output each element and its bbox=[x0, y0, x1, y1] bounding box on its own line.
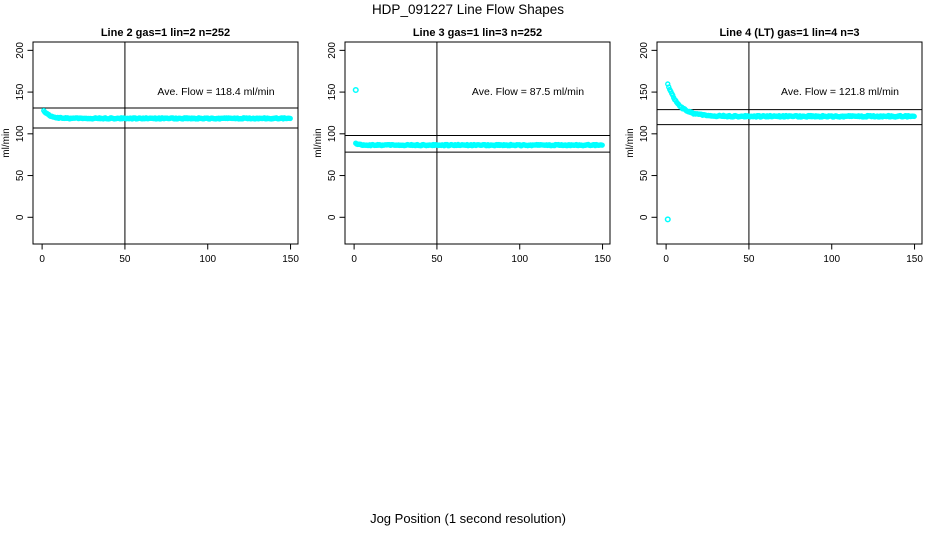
x-tick-label: 50 bbox=[119, 254, 131, 265]
y-axis-title: ml/min bbox=[625, 128, 636, 157]
x-tick-label: 0 bbox=[351, 254, 357, 265]
y-tick-label: 50 bbox=[639, 170, 650, 182]
panel-title-line4: Line 4 (LT) gas=1 lin=4 n=3 bbox=[719, 27, 859, 39]
x-tick-label: 150 bbox=[282, 254, 299, 265]
y-tick-label: 100 bbox=[639, 125, 650, 142]
y-tick-label: 150 bbox=[639, 83, 650, 100]
y-axis-title: ml/min bbox=[313, 128, 324, 157]
y-tick-label: 100 bbox=[15, 125, 26, 142]
y-tick-label: 200 bbox=[327, 42, 338, 59]
ave-flow-annotation-line3: Ave. Flow = 87.5 ml/min bbox=[472, 86, 584, 98]
y-tick-label: 200 bbox=[15, 42, 26, 59]
x-tick-label: 100 bbox=[199, 254, 216, 265]
x-tick-label: 150 bbox=[594, 254, 611, 265]
x-tick-label: 100 bbox=[511, 254, 528, 265]
y-tick-label: 150 bbox=[327, 83, 338, 100]
plot-box bbox=[344, 41, 611, 245]
ave-flow-annotation-line2: Ave. Flow = 118.4 ml/min bbox=[157, 86, 274, 98]
x-axis-label: Jog Position (1 second resolution) bbox=[370, 511, 566, 526]
flow-data-point bbox=[287, 115, 293, 122]
plot-box bbox=[32, 41, 299, 245]
flow-data-point bbox=[599, 142, 605, 148]
flow-panel-line2: Line 2 gas=1 lin=2 n=252 Ave. Flow = 118… bbox=[1, 27, 299, 265]
x-tick-label: 50 bbox=[431, 254, 443, 265]
panel-title-line2: Line 2 gas=1 lin=2 n=252 bbox=[101, 27, 230, 39]
y-axis-title: ml/min bbox=[1, 128, 12, 157]
flow-outlier-point bbox=[352, 86, 359, 94]
panel-title-line3: Line 3 gas=1 lin=3 n=252 bbox=[413, 27, 542, 39]
flow-data-point bbox=[670, 92, 676, 98]
x-tick-label: 100 bbox=[823, 254, 840, 265]
figure-title: HDP_091227 Line Flow Shapes bbox=[371, 2, 565, 17]
y-tick-label: 0 bbox=[327, 214, 338, 220]
y-tick-label: 200 bbox=[639, 42, 650, 59]
flow-data-point bbox=[911, 113, 917, 120]
plot-box bbox=[656, 41, 923, 245]
y-tick-label: 50 bbox=[327, 170, 338, 182]
x-tick-label: 50 bbox=[743, 254, 755, 265]
flow-panel-line3: Line 3 gas=1 lin=3 n=252 Ave. Flow = 87.… bbox=[313, 27, 611, 265]
flow-outlier-point bbox=[664, 216, 671, 223]
flow-panel-line4: Line 4 (LT) gas=1 lin=4 n=3 Ave. Flow = … bbox=[625, 27, 923, 265]
x-tick-label: 150 bbox=[906, 254, 923, 265]
y-tick-label: 150 bbox=[15, 83, 26, 100]
x-tick-label: 0 bbox=[39, 254, 45, 265]
y-tick-label: 0 bbox=[639, 214, 650, 220]
y-tick-label: 100 bbox=[327, 125, 338, 142]
ave-flow-annotation-line4: Ave. Flow = 121.8 ml/min bbox=[781, 86, 899, 98]
y-tick-label: 50 bbox=[15, 170, 26, 182]
y-tick-label: 0 bbox=[15, 214, 26, 220]
x-tick-label: 0 bbox=[663, 254, 669, 265]
